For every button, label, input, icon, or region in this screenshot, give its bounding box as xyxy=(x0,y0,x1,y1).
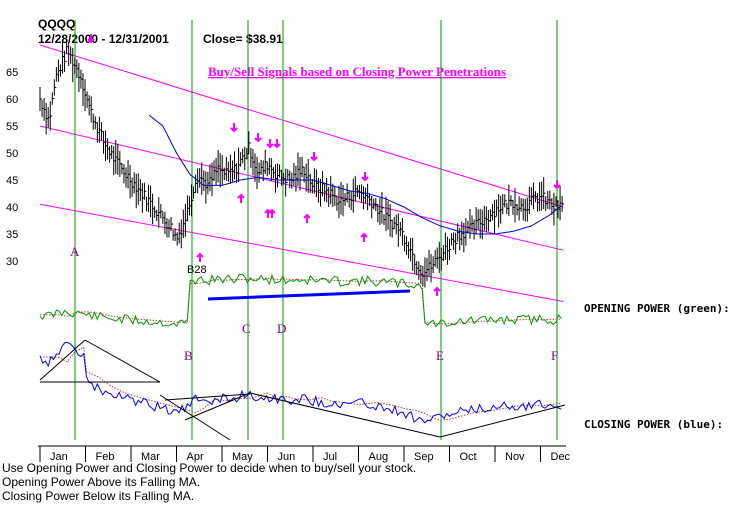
x-axis-month-label: Apr xyxy=(187,451,204,463)
x-axis-month-label: Aug xyxy=(369,451,389,463)
buy-arrow xyxy=(360,232,368,242)
signal-label-b: B xyxy=(184,348,193,363)
b28-annotation: B28 xyxy=(187,264,207,276)
note-line: Opening Power Above its Falling MA. xyxy=(2,475,201,489)
note-line: Use Opening Power and Closing Power to d… xyxy=(2,461,417,475)
price-bars xyxy=(39,38,565,288)
x-axis-month-label: May xyxy=(232,451,253,463)
x-axis-month-label: Jul xyxy=(323,451,337,463)
close-price: Close= $38.91 xyxy=(203,32,283,46)
x-axis-month-label: Dec xyxy=(551,451,571,463)
sell-arrow xyxy=(87,34,95,44)
sell-arrow xyxy=(310,152,318,162)
signal-arrows xyxy=(87,34,561,296)
ticker-symbol: QQQQ xyxy=(38,17,75,31)
channel-line xyxy=(39,203,564,302)
signal-label-f: F xyxy=(551,348,558,363)
x-axis-month-label: Jun xyxy=(278,451,296,463)
price-moving-average xyxy=(148,114,562,235)
signal-label-c: C xyxy=(242,321,251,336)
closing-power-line xyxy=(39,341,562,424)
x-axis-months: Jan Feb Mar Apr May Jun Jul Aug Sep Oct Nov Dec xyxy=(39,446,571,463)
y-tick-label: 60 xyxy=(6,94,18,106)
x-axis-month-label: Mar xyxy=(141,451,160,463)
y-axis-ticks: 65 60 55 50 45 40 35 30 xyxy=(6,67,18,268)
opening-power-ma xyxy=(40,277,562,325)
y-tick-label: 50 xyxy=(6,148,18,160)
signal-label-e: E xyxy=(436,348,444,363)
closing-power-label: CLOSING POWER (blue): xyxy=(584,418,723,431)
x-axis-month-label: Nov xyxy=(505,451,525,463)
sell-arrow xyxy=(361,172,369,182)
x-axis-month-label: Oct xyxy=(460,451,477,463)
date-range: 12/28/2000 - 12/31/2001 xyxy=(38,32,169,46)
y-tick-label: 65 xyxy=(6,67,18,79)
sell-arrow xyxy=(553,180,561,190)
x-axis-month-label: Sep xyxy=(414,451,434,463)
opening-power-support-line xyxy=(207,289,411,301)
opening-power-line xyxy=(39,273,562,328)
sell-arrow xyxy=(230,123,238,133)
y-tick-label: 30 xyxy=(6,256,18,268)
channel-line xyxy=(39,44,564,208)
buy-arrow xyxy=(237,193,245,203)
buy-arrow xyxy=(196,252,204,262)
signal-lines xyxy=(74,20,558,440)
x-axis-month-label: Jan xyxy=(50,451,68,463)
chart-title: Buy/Sell Signals based on Closing Power … xyxy=(208,64,506,79)
y-tick-label: 40 xyxy=(6,202,18,214)
signal-label-a: A xyxy=(70,244,80,259)
signal-label-d: D xyxy=(277,321,286,336)
buy-arrow xyxy=(268,208,276,218)
closing-power-trendlines xyxy=(39,339,566,441)
opening-power-label: OPENING POWER (green): xyxy=(584,302,730,315)
sell-arrow xyxy=(266,139,274,149)
notes-block: Use Opening Power and Closing Power to d… xyxy=(2,461,416,503)
y-tick-label: 35 xyxy=(6,229,18,241)
buy-arrow xyxy=(433,286,441,296)
buy-arrow xyxy=(303,213,311,223)
sell-arrow xyxy=(273,139,281,149)
note-line: Closing Power Below its Falling MA. xyxy=(2,489,195,503)
y-tick-label: 55 xyxy=(6,121,18,133)
y-tick-label: 45 xyxy=(6,175,18,187)
x-axis-month-label: Feb xyxy=(96,451,115,463)
sell-arrow xyxy=(254,133,262,143)
